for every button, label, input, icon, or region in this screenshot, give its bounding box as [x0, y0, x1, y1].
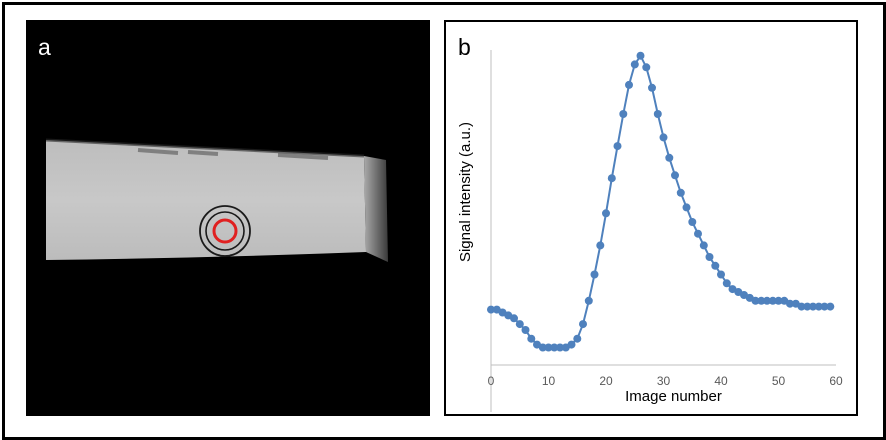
panel-label-b: b — [458, 34, 471, 60]
data-point — [550, 343, 559, 352]
y-axis-label: Signal intensity (a.u.) — [457, 122, 474, 262]
data-point — [722, 279, 731, 288]
data-point — [809, 302, 817, 311]
data-point — [717, 270, 725, 279]
data-point — [642, 63, 651, 72]
data-point — [820, 302, 829, 311]
x-tick-label: 60 — [829, 374, 843, 388]
data-point — [774, 296, 783, 305]
data-point — [556, 343, 564, 352]
data-point — [688, 218, 697, 226]
data-point — [682, 203, 691, 212]
x-tick-label: 10 — [542, 374, 556, 388]
data-point — [694, 229, 702, 238]
data-point — [786, 299, 794, 308]
data-point — [607, 174, 616, 183]
x-tick-labels: 0 10 20 30 40 50 60 — [488, 374, 843, 388]
data-point — [544, 343, 553, 352]
data-point — [826, 302, 835, 311]
data-point — [584, 296, 593, 305]
data-point — [699, 241, 708, 250]
data-point — [521, 326, 530, 334]
data-point — [705, 253, 714, 261]
data-point — [487, 305, 495, 314]
mri-image-panel: a — [26, 20, 430, 416]
data-point — [619, 110, 628, 118]
data-point — [596, 241, 605, 250]
data-point — [763, 296, 771, 305]
middle-roi-ring — [205, 211, 245, 251]
data-point — [653, 110, 662, 118]
data-point — [751, 296, 760, 305]
data-point — [567, 340, 576, 349]
data-point — [590, 270, 599, 279]
data-point — [676, 188, 685, 197]
data-point — [613, 142, 622, 151]
panel-label-a: a — [38, 34, 51, 60]
data-point — [579, 320, 587, 329]
series-points — [487, 51, 835, 352]
data-point — [671, 171, 679, 180]
x-tick-label: 20 — [599, 374, 613, 388]
outer-roi-ring — [199, 205, 251, 257]
data-point — [814, 302, 823, 311]
data-point — [803, 302, 812, 311]
data-point — [510, 314, 518, 323]
x-tick-label: 40 — [714, 374, 728, 388]
data-point — [711, 261, 720, 270]
mri-image — [28, 22, 428, 414]
signal-intensity-chart: 0 10 20 30 40 50 60 Image number Signal intens… — [457, 50, 843, 412]
data-point — [538, 343, 547, 352]
data-point — [768, 296, 777, 305]
data-point — [573, 334, 582, 343]
red-roi-circle — [212, 218, 238, 244]
data-point — [527, 334, 536, 343]
phantom-body — [46, 140, 366, 260]
data-point — [625, 80, 633, 89]
data-point — [602, 209, 610, 218]
data-point — [515, 320, 524, 329]
x-tick-label: 0 — [488, 374, 495, 388]
data-point — [659, 133, 668, 142]
data-point — [636, 51, 645, 60]
data-point — [665, 153, 674, 162]
x-axis-label: Image number — [625, 388, 722, 405]
x-tick-label: 30 — [657, 374, 671, 388]
phantom-edge — [364, 156, 388, 262]
data-point — [630, 60, 639, 69]
x-tick-label: 50 — [772, 374, 786, 388]
chart-panel: b 0 10 20 30 40 50 60 Image number Signal inte… — [444, 20, 858, 416]
data-point — [797, 302, 806, 311]
data-point — [757, 296, 766, 305]
data-point — [648, 83, 656, 92]
